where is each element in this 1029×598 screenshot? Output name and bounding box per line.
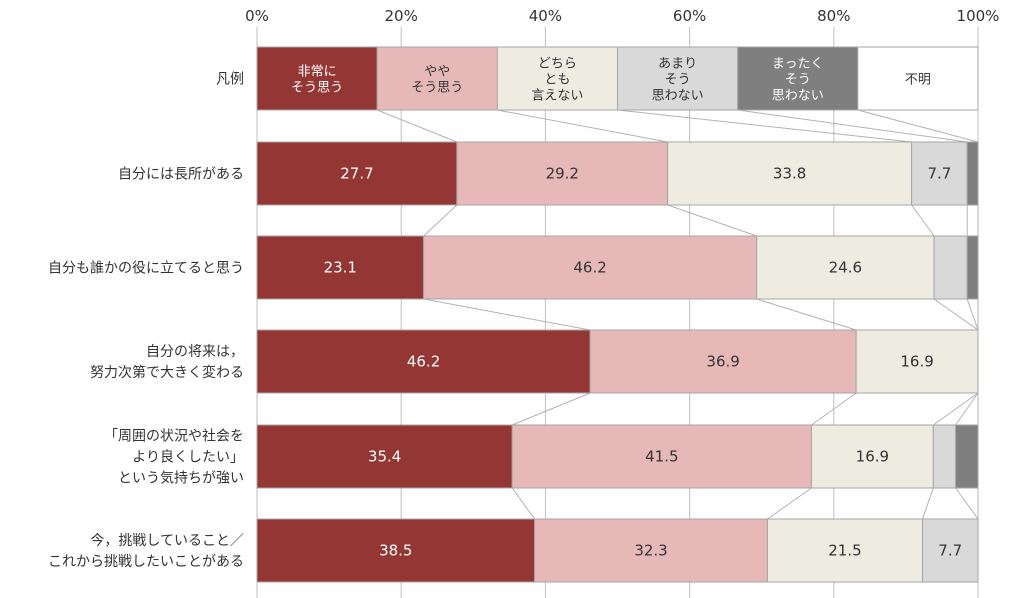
- legend: 凡例 非常にそう思う ややそう思う どちらとも言えない あまりそう思わない まったくそう思…: [216, 46, 979, 111]
- x-tick-label: 60%: [673, 7, 706, 25]
- connector-lines: [376, 109, 979, 520]
- legend-swatch: [857, 46, 979, 111]
- bar-segment: [256, 424, 513, 489]
- data-label: 29.2: [546, 165, 579, 183]
- legend-label: あまりそう思わない: [652, 57, 704, 104]
- legend-label: 非常にそう思う: [291, 65, 343, 96]
- x-tick-label: 80%: [817, 7, 850, 25]
- category-label: 自分も誰かの役に立てると思う: [48, 261, 244, 277]
- bar-segment: [256, 518, 536, 583]
- bar-row: 自分の将来は，努力次第で大きく変わる 46.2 36.9 16.9: [90, 329, 979, 394]
- bar-segment: [256, 235, 425, 300]
- category-label: 自分の将来は，努力次第で大きく変わる: [90, 344, 244, 381]
- bar-segment: [955, 424, 979, 489]
- connector-line: [933, 392, 979, 426]
- data-label: 38.5: [379, 542, 412, 560]
- connector-line: [966, 298, 979, 331]
- category-label: 今，挑戦していること／これから挑戦したいことがある: [48, 533, 244, 570]
- data-label: 7.7: [938, 542, 962, 560]
- connector-line: [811, 392, 857, 426]
- connector-line: [955, 487, 979, 520]
- data-label: 16.9: [856, 448, 889, 466]
- bar-segment: [933, 235, 968, 300]
- legend-label: 不明: [905, 73, 931, 88]
- connector-line: [497, 109, 668, 143]
- category-label: 「周囲の状況や社会をより良くしたい」という気持ちが強い: [104, 429, 244, 487]
- data-label: 32.3: [634, 542, 667, 560]
- legend-label: どちらとも言えない: [531, 57, 583, 104]
- connector-line: [667, 204, 757, 237]
- data-label: 33.8: [773, 165, 806, 183]
- x-tick-label: 100%: [957, 7, 1000, 25]
- connector-line: [955, 392, 979, 426]
- bar-segment: [921, 518, 979, 583]
- bar-segment: [932, 424, 957, 489]
- bar-segment: [256, 329, 591, 394]
- legend-label: ややそう思う: [411, 65, 463, 96]
- connector-line: [911, 204, 935, 237]
- bar-segment: [855, 329, 979, 394]
- data-label: 21.5: [828, 542, 861, 560]
- bar-segment: [966, 235, 979, 300]
- data-label: 41.5: [645, 448, 678, 466]
- bar-segment: [534, 518, 768, 583]
- connector-line: [756, 298, 857, 331]
- bar-segment: [810, 424, 934, 489]
- legend-swatch: [496, 46, 619, 111]
- connector-line: [617, 109, 912, 143]
- connector-line: [737, 109, 968, 143]
- legend-label: まったくそう思わない: [772, 57, 824, 104]
- bar-segment: [456, 141, 669, 206]
- x-tick-label: 0%: [245, 7, 269, 25]
- data-label: 24.6: [829, 259, 862, 277]
- bar-segment: [256, 141, 458, 206]
- connector-line: [512, 392, 591, 426]
- connector-line: [922, 487, 934, 520]
- data-label: 36.9: [706, 353, 739, 371]
- bar-segment: [756, 235, 935, 300]
- bar-row: 自分も誰かの役に立てると思う 23.1 46.2 24.6: [48, 235, 979, 300]
- data-label: 7.7: [927, 165, 951, 183]
- connector-line: [511, 487, 535, 520]
- bar-segment: [511, 424, 812, 489]
- gridlines: [256, 27, 979, 598]
- bar-row: 自分には長所がある 27.7 29.2 33.8 7.7: [118, 141, 979, 206]
- legend-title: 凡例: [216, 72, 244, 88]
- legend-swatch: [737, 46, 859, 111]
- bar-row: 「周囲の状況や社会をより良くしたい」という気持ちが強い 35.4 41.5 16.9: [104, 424, 979, 489]
- data-label: 46.2: [573, 259, 606, 277]
- connector-line: [933, 298, 979, 331]
- connector-line: [767, 487, 812, 520]
- x-tick-label: 40%: [529, 7, 562, 25]
- category-label: 自分には長所がある: [118, 167, 244, 183]
- legend-swatch: [256, 46, 378, 111]
- data-label: 35.4: [368, 448, 401, 466]
- bar-segment: [966, 141, 979, 206]
- data-label: 27.7: [340, 165, 373, 183]
- data-label: 46.2: [407, 353, 440, 371]
- connector-line: [376, 109, 458, 143]
- connector-line: [857, 109, 979, 143]
- bar-segment: [589, 329, 857, 394]
- bar-row: 今，挑戦していること／これから挑戦したいことがある 38.5 32.3 21.5 7.7: [48, 518, 979, 583]
- connector-line: [423, 298, 591, 331]
- bar-segment: [766, 518, 923, 583]
- legend-swatch: [617, 46, 739, 111]
- data-label: 23.1: [324, 259, 357, 277]
- connector-line: [423, 204, 458, 237]
- x-tick-label: 20%: [385, 7, 418, 25]
- data-label: 16.9: [900, 353, 933, 371]
